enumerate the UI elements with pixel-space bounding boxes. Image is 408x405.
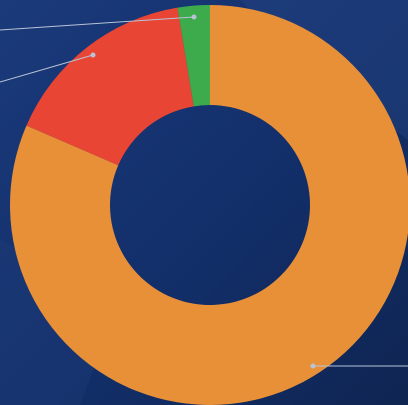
chart — [0, 0, 408, 405]
leader-dot — [192, 15, 196, 19]
leader-dot — [91, 53, 95, 57]
leader-dot — [311, 364, 315, 368]
page: {"chart_data": {"type": "donut", "catego… — [0, 0, 408, 405]
